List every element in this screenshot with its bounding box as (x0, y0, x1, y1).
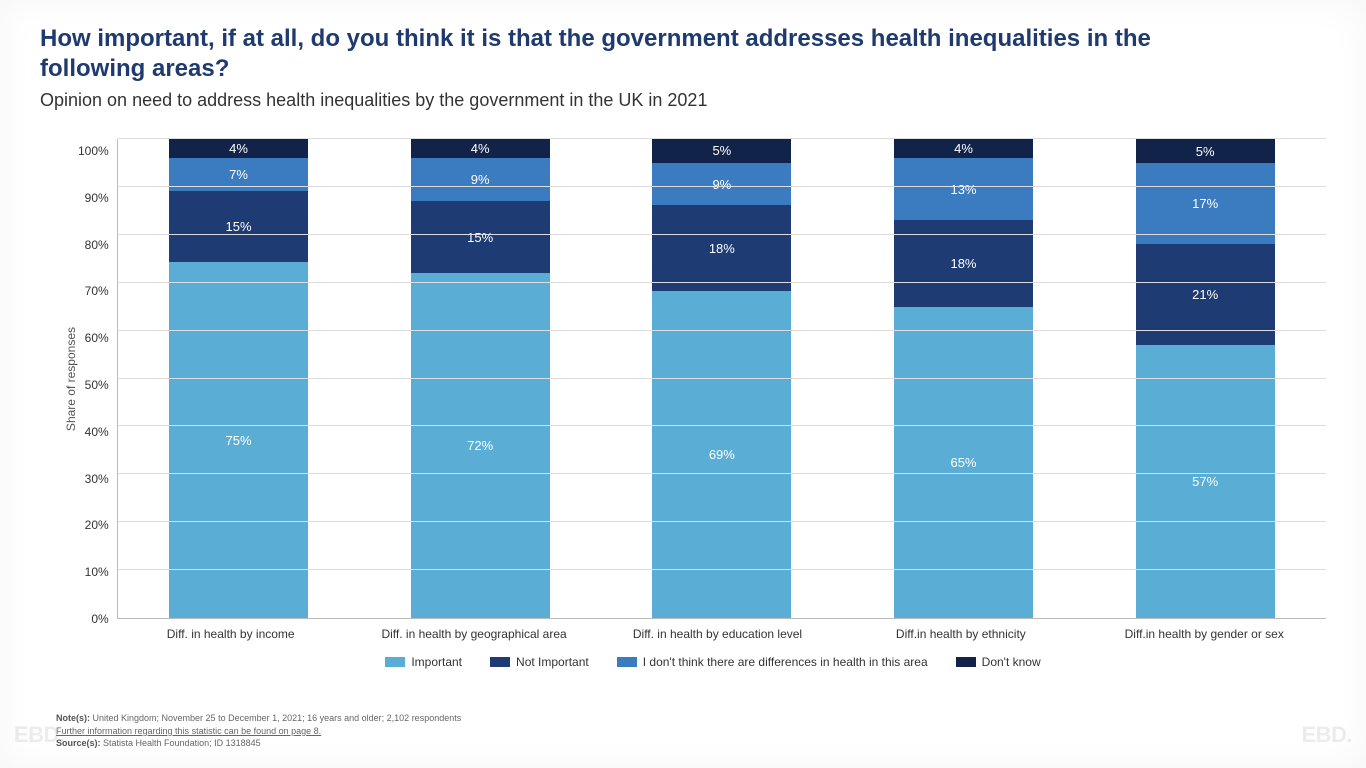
legend-item: Not Important (490, 655, 589, 669)
bar: 72%15%9%4% (411, 139, 550, 618)
grid-line (118, 378, 1326, 379)
y-tick: 60% (78, 332, 109, 344)
plot-area: 75%15%7%4%72%15%9%4%69%18%9%5%65%18%13%4… (117, 139, 1326, 619)
y-tick: 50% (78, 379, 109, 391)
bar: 57%21%17%5% (1136, 139, 1275, 618)
bar-segment: 13% (894, 158, 1033, 220)
bar-segment: 17% (1136, 163, 1275, 244)
y-tick: 20% (78, 519, 109, 531)
chart-subtitle: Opinion on need to address health inequa… (40, 90, 1326, 111)
bar-segment: 65% (894, 307, 1033, 618)
bar-segment: 75% (169, 262, 308, 618)
legend: Important Not Important I don't think ther… (100, 655, 1326, 669)
bar-segment: 72% (411, 273, 550, 618)
bar-segment: 15% (411, 201, 550, 273)
grid-line (118, 234, 1326, 235)
legend-label: Important (411, 655, 462, 669)
bar: 69%18%9%5% (652, 139, 791, 618)
grid-line (118, 521, 1326, 522)
bar-segment: 18% (652, 205, 791, 290)
y-tick: 80% (78, 239, 109, 251)
chart-area: Share of responses 0%10%20%30%40%50%60%7… (60, 139, 1326, 619)
y-tick: 40% (78, 426, 109, 438)
x-tick-label: Diff. in health by education level (602, 627, 833, 641)
bar-segment: 4% (411, 139, 550, 158)
legend-item: Important (385, 655, 462, 669)
legend-label: I don't think there are differences in h… (643, 655, 928, 669)
bar-segment: 9% (411, 158, 550, 201)
bar: 75%15%7%4% (169, 139, 308, 618)
x-tick-label: Diff.in health by ethnicity (845, 627, 1076, 641)
grid-line (118, 473, 1326, 474)
legend-swatch (617, 657, 637, 667)
y-tick: 0% (78, 613, 109, 625)
y-axis-label: Share of responses (60, 327, 78, 431)
legend-item: I don't think there are differences in h… (617, 655, 928, 669)
grid-line (118, 186, 1326, 187)
x-axis-labels: Diff. in health by income Diff. in health… (109, 627, 1326, 641)
legend-label: Don't know (982, 655, 1041, 669)
footnotes: Note(s): United Kingdom; November 25 to … (56, 712, 461, 750)
grid-line (118, 138, 1326, 139)
grid-line (118, 569, 1326, 570)
y-axis-ticks: 0%10%20%30%40%50%60%70%80%90%100% (78, 139, 117, 619)
source-text: Statista Health Foundation; ID 1318845 (101, 738, 261, 748)
legend-swatch (956, 657, 976, 667)
y-tick: 100% (78, 145, 109, 157)
y-tick: 30% (78, 473, 109, 485)
bar-segment: 15% (169, 191, 308, 262)
bar-segment: 9% (652, 163, 791, 206)
grid-line (118, 330, 1326, 331)
y-tick: 70% (78, 285, 109, 297)
y-tick: 10% (78, 566, 109, 578)
watermark-icon: EBD. (14, 722, 65, 748)
grid-line (118, 425, 1326, 426)
note-text: United Kingdom; November 25 to December … (90, 713, 461, 723)
legend-swatch (385, 657, 405, 667)
legend-swatch (490, 657, 510, 667)
y-tick: 90% (78, 192, 109, 204)
bar-segment: 5% (652, 139, 791, 163)
watermark-icon: EBD. (1301, 722, 1352, 748)
chart-title: How important, if at all, do you think i… (40, 24, 1220, 84)
bar-segment: 57% (1136, 345, 1275, 618)
note-line: Further information regarding this stati… (56, 725, 461, 738)
bar: 65%18%13%4% (894, 139, 1033, 618)
grid-line (118, 282, 1326, 283)
legend-label: Not Important (516, 655, 589, 669)
legend-item: Don't know (956, 655, 1041, 669)
x-tick-label: Diff.in health by gender or sex (1089, 627, 1320, 641)
bar-segment: 4% (894, 139, 1033, 158)
bar-segment: 4% (169, 139, 308, 158)
bars-container: 75%15%7%4%72%15%9%4%69%18%9%5%65%18%13%4… (118, 139, 1326, 618)
bar-segment: 5% (1136, 139, 1275, 163)
x-tick-label: Diff. in health by income (115, 627, 346, 641)
x-tick-label: Diff. in health by geographical area (358, 627, 589, 641)
